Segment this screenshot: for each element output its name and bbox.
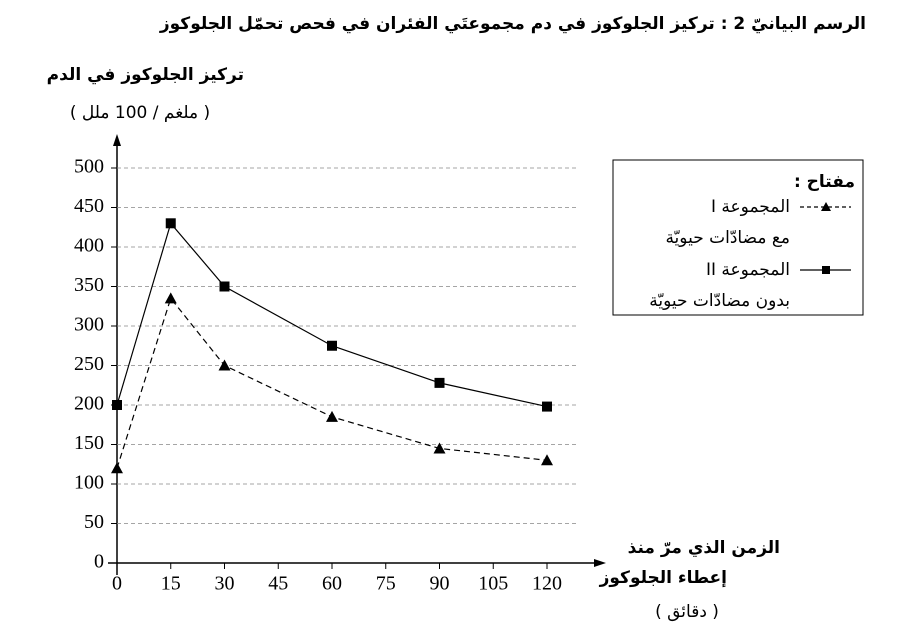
series-line [116,222,548,408]
x-tick-label: 15 [161,573,181,595]
y-tick-label: 200 [74,393,104,415]
legend-label: المجموعة II [706,260,790,280]
y-tick-label: 100 [74,472,104,494]
y-tick-label: 0 [94,551,104,573]
legend-marker [821,202,831,211]
chart-title: الرسم البيانيّ 2 : تركيز الجلوكوز في دم … [159,14,866,34]
x-tick-label: 0 [112,573,122,595]
point-marker [326,410,338,422]
y-axis-unit: ( ملغم / 100 ملل ) [70,103,210,123]
point-marker [327,340,337,351]
y-axis-label: تركيز الجلوكوز في الدم [47,65,244,85]
x-axis-label: إعطاء الجلوكوز [599,568,727,588]
legend-note: مع مضادّات حيويّة [665,228,790,248]
point-marker [542,401,552,412]
point-marker [541,454,553,466]
x-tick-label: 120 [532,573,562,595]
point-marker [433,442,446,454]
point-marker [112,400,122,410]
point-marker [164,292,177,304]
y-tick-label: 350 [74,274,104,296]
legend-title: مفتاح : [794,172,855,192]
y-tick-label: 300 [74,314,104,336]
point-marker [219,281,230,292]
x-tick-label: 30 [215,573,235,595]
y-tick-label: 400 [74,235,104,257]
legend-note: بدون مضادّات حيويّة [649,291,790,311]
legend-label: المجموعة I [711,197,790,217]
x-tick-label: 90 [430,573,450,595]
series-line [116,297,548,469]
y-axis-arrow [113,134,121,146]
point-marker [111,462,123,474]
point-marker [218,359,231,371]
x-tick-label: 45 [268,573,288,595]
point-marker [434,377,445,388]
legend-marker [822,266,830,274]
x-tick-label: 105 [478,573,508,595]
point-marker [165,218,176,229]
y-tick-label: 250 [74,353,104,375]
y-tick-label: 450 [74,195,104,217]
x-tick-label: 60 [322,573,342,595]
y-tick-label: 500 [74,156,104,178]
legend-box [612,159,864,316]
x-axis-arrow [594,559,606,567]
x-axis-unit: ( دقائق ) [655,602,719,622]
x-axis-label: الزمن الذي مرّ منذ [628,538,780,558]
y-tick-label: 150 [74,432,104,454]
y-tick-label: 50 [84,511,104,533]
x-tick-label: 75 [376,573,396,595]
